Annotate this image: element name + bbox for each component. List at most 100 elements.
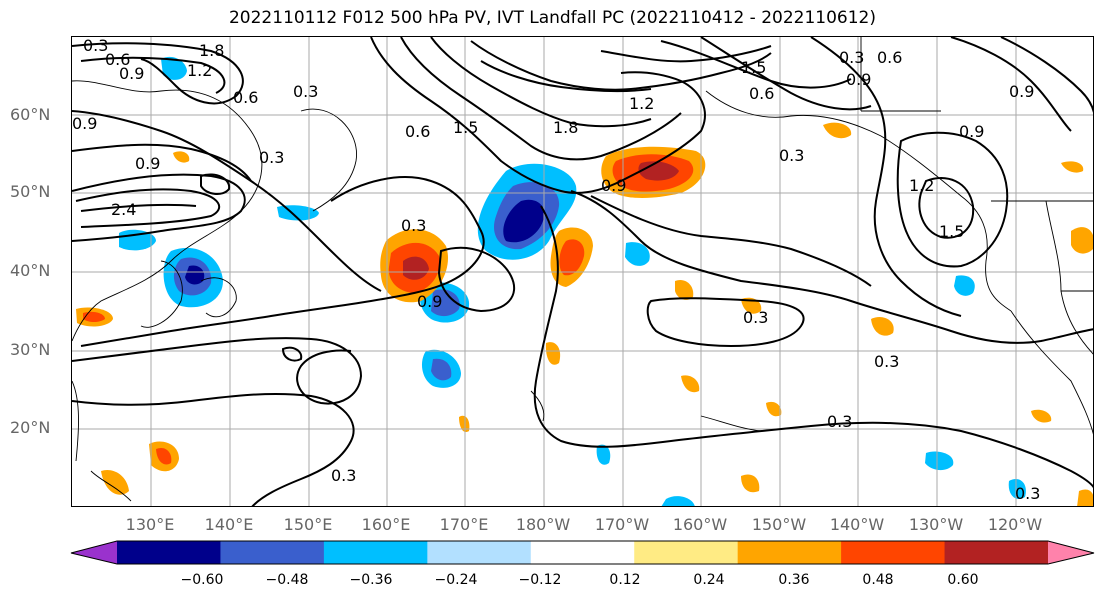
positive-anomaly-region [1071,227,1093,254]
contour-label: 0.3 [827,412,852,431]
contour-label: 1.2 [909,176,934,195]
colorbar-tick: 0.60 [947,572,979,588]
lon-label-170w: 170°W [594,515,650,534]
lon-label-130e: 130°E [125,515,175,534]
lat-label-50n: 50°N [10,182,51,201]
negative-anomaly-region [1008,478,1026,500]
lat-label-60n: 60°N [10,105,51,124]
positive-anomaly-region [1077,489,1093,506]
colorbar-tick: 0.48 [862,572,894,588]
contour-label: 0.6 [405,122,430,141]
map-panel: 0.3 0.6 0.9 1.2 1.8 0.6 0.3 0.9 0.9 2.4 … [71,36,1094,507]
contour-label: 2.4 [111,200,136,219]
colorbar-segment [737,541,842,564]
negative-anomaly-region [161,56,187,80]
contour-label: 1.2 [187,61,212,80]
colorbar-segment [323,541,428,564]
colorbar-outline [70,540,1095,565]
contour-label: 1.8 [553,118,578,137]
colorbar-segment [530,541,635,564]
contour-label: 1.5 [939,222,964,241]
contour-label: 0.3 [779,146,804,165]
negative-anomaly-region [661,496,695,506]
contour-label: 0.6 [105,50,130,69]
colorbar-tick: −0.48 [265,572,309,588]
contour-label: 0.9 [1009,82,1034,101]
positive-anomaly-region [459,415,470,433]
colorbar-extend-max [1048,541,1094,564]
positive-anomaly-region [101,469,129,495]
contour-label: 0.3 [839,48,864,67]
contour-label: 0.9 [846,70,871,89]
positive-anomaly-region [545,342,561,365]
contour-label: 0.3 [331,466,356,485]
positive-anomaly-region [823,122,852,139]
contour-label: 0.3 [1015,484,1040,503]
positive-anomaly-region [83,311,105,322]
lon-label-160w: 160°W [672,515,728,534]
colorbar-segment [944,541,1049,564]
positive-anomaly-region [871,316,894,336]
map-canvas: 0.3 0.6 0.9 1.2 1.8 0.6 0.3 0.9 0.9 2.4 … [72,37,1093,506]
colorbar-segments [71,541,1094,564]
lat-label-40n: 40°N [10,261,51,280]
pv-contours [72,37,1093,506]
contour-label: 1.8 [199,41,224,60]
contour-label: 0.3 [401,216,426,235]
colorbar-tick: −0.60 [180,572,224,588]
lon-label-180w: 180°W [515,515,571,534]
positive-anomaly-region [741,474,760,493]
contour-label: 0.9 [72,114,97,133]
colorbar-segment [220,541,325,564]
positive-anomaly-region [766,401,782,417]
positive-anomaly-region [1061,161,1084,173]
colorbar-tick: 0.36 [778,572,810,588]
positive-anomaly-region [681,375,700,393]
lon-label-150w: 150°W [751,515,807,534]
contour-label: 0.6 [877,48,902,67]
lat-label-30n: 30°N [10,340,51,359]
colorbar-tick: 0.24 [693,572,725,588]
colorbar-segment [841,541,946,564]
contour-label: 0.9 [601,176,626,195]
negative-anomaly-region [625,242,650,266]
lon-label-140w: 140°W [829,515,885,534]
positive-anomaly-region [675,279,694,300]
contour-label: 0.9 [135,154,160,173]
positive-anomaly-region [601,146,706,198]
map-title: 2022110112 F012 500 hPa PV, IVT Landfall… [228,8,876,28]
lon-label-130w: 130°W [908,515,964,534]
contour-label: 0.9 [417,292,442,311]
colorbar-tick: 0.12 [609,572,641,588]
coastlines [72,37,1093,502]
contour-label: 1.5 [741,58,766,77]
contour-label: 1.5 [453,118,478,137]
negative-anomaly-region [421,349,461,388]
contour-label: 0.3 [83,37,108,55]
contour-label: 0.9 [959,122,984,141]
lon-label-160e: 160°E [361,515,411,534]
contour-labels: 0.3 0.6 0.9 1.2 1.8 0.6 0.3 0.9 0.9 2.4 … [72,37,1040,503]
positive-anomaly-region [173,151,190,163]
negative-anomaly-region [163,247,223,308]
colorbar-extend-min [71,541,117,564]
contour-label: 0.3 [874,352,899,371]
colorbar-segment [117,541,221,564]
contour-label: 1.2 [629,94,654,113]
colorbar-tick: −0.24 [434,572,478,588]
positive-anomaly-region [156,447,172,465]
lon-label-170e: 170°E [439,515,489,534]
contour-label: 0.6 [233,88,258,107]
colorbar-tick: −0.12 [518,572,562,588]
negative-anomaly-region [596,444,611,465]
colorbar-tick: −0.36 [349,572,393,588]
lon-label-120w: 120°W [987,515,1043,534]
lon-label-140e: 140°E [204,515,254,534]
contour-label: 0.9 [119,64,144,83]
lat-label-20n: 20°N [10,418,51,437]
colorbar-segment [427,541,532,564]
lon-label-150e: 150°E [283,515,333,534]
contour-label: 0.6 [749,84,774,103]
contour-label: 0.3 [259,148,284,167]
